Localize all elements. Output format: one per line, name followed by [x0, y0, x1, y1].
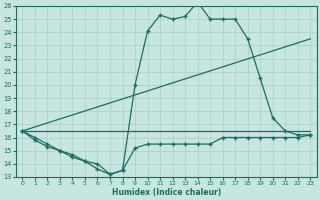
X-axis label: Humidex (Indice chaleur): Humidex (Indice chaleur) — [112, 188, 221, 197]
